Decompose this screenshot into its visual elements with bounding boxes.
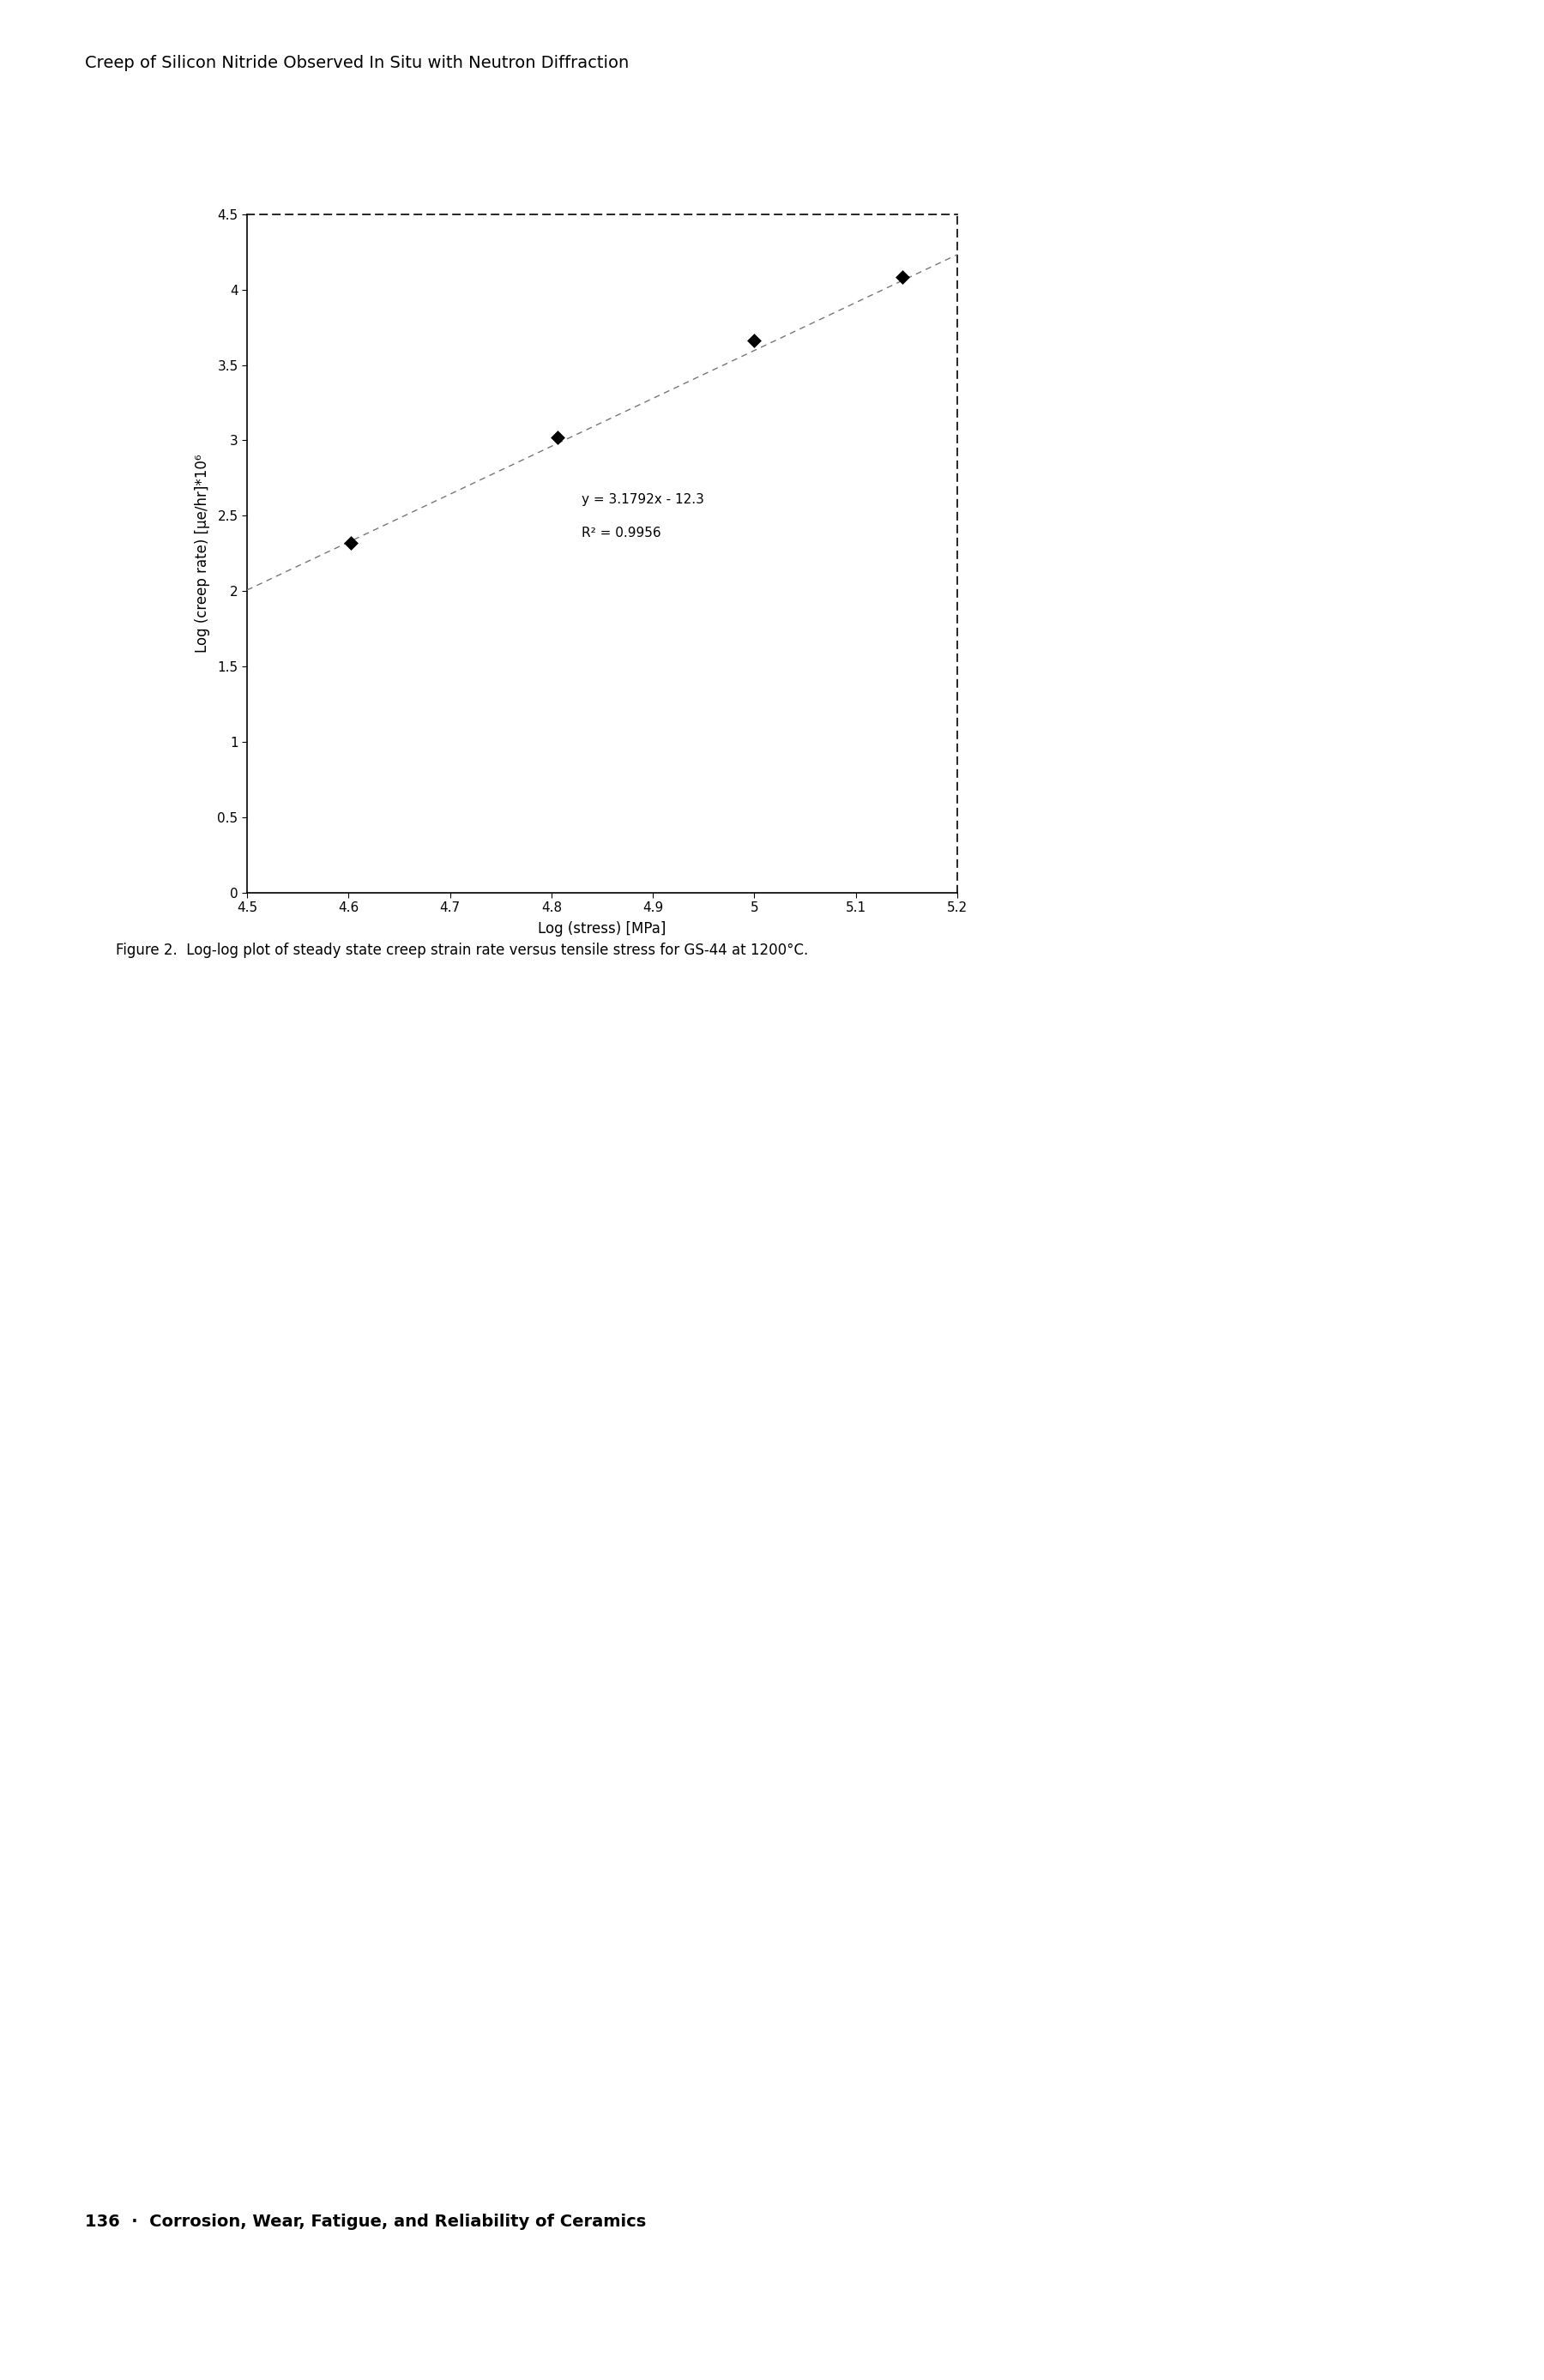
- Text: y = 3.1792x - 12.3: y = 3.1792x - 12.3: [582, 493, 704, 507]
- Text: Creep of Silicon Nitride Observed In Situ with Neutron Diffraction: Creep of Silicon Nitride Observed In Sit…: [85, 55, 628, 71]
- Text: R² = 0.9956: R² = 0.9956: [582, 526, 661, 540]
- Y-axis label: Log (creep rate) [μe/hr]*10⁶: Log (creep rate) [μe/hr]*10⁶: [195, 455, 210, 652]
- Point: [891, 257, 916, 295]
- Text: Figure 2.  Log-log plot of steady state creep strain rate versus tensile stress : Figure 2. Log-log plot of steady state c…: [116, 942, 808, 957]
- Text: 136  ·  Corrosion, Wear, Fatigue, and Reliability of Ceramics: 136 · Corrosion, Wear, Fatigue, and Reli…: [85, 2213, 645, 2230]
- Point: [743, 321, 767, 359]
- Point: [338, 524, 363, 562]
- Point: [545, 419, 570, 457]
- X-axis label: Log (stress) [MPa]: Log (stress) [MPa]: [539, 921, 665, 938]
